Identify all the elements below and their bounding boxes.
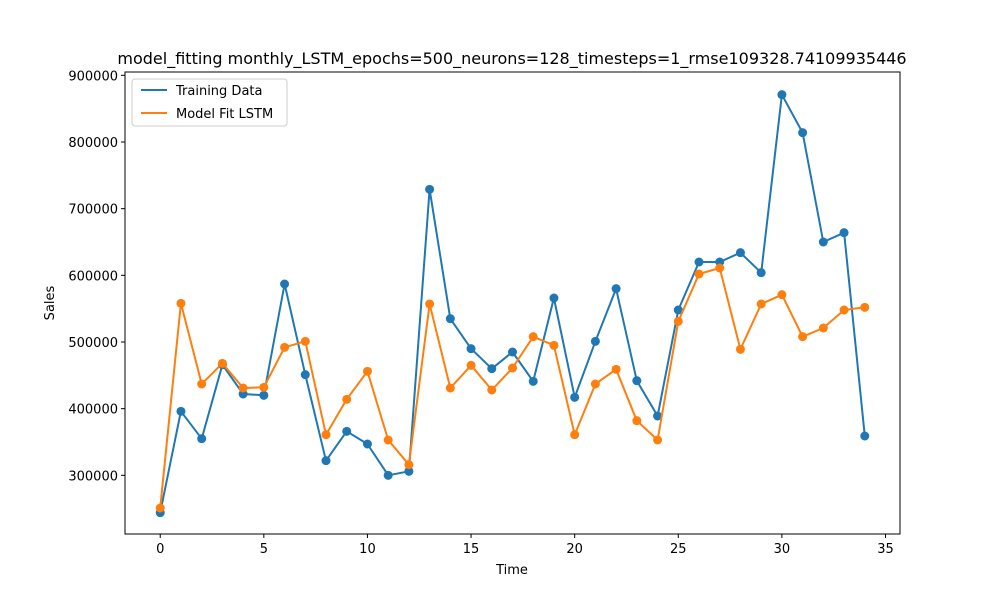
data-point-training-data — [673, 305, 683, 315]
data-point-training-data — [362, 439, 372, 449]
y-tick-label: 900000 — [68, 69, 118, 84]
data-point-training-data — [528, 376, 538, 386]
legend-label-training-data: Training Data — [175, 84, 262, 99]
data-point-model-fit-lstm — [280, 342, 290, 352]
data-point-model-fit-lstm — [487, 385, 497, 395]
series-layer — [155, 90, 870, 518]
data-point-model-fit-lstm — [570, 430, 580, 440]
data-point-model-fit-lstm — [632, 416, 642, 426]
y-tick-label: 600000 — [68, 269, 118, 284]
data-point-training-data — [798, 128, 808, 138]
data-point-model-fit-lstm — [259, 382, 269, 392]
x-tick-label: 10 — [359, 542, 376, 557]
data-point-model-fit-lstm — [197, 379, 207, 389]
data-point-model-fit-lstm — [549, 340, 559, 350]
data-point-model-fit-lstm — [383, 435, 393, 445]
data-point-training-data — [445, 314, 455, 324]
plot-area — [124, 71, 901, 535]
y-tick-label: 800000 — [68, 136, 118, 151]
data-point-training-data — [466, 344, 476, 354]
data-point-model-fit-lstm — [590, 379, 600, 389]
data-point-model-fit-lstm — [445, 383, 455, 393]
data-point-training-data — [300, 370, 310, 380]
data-point-training-data — [611, 284, 621, 294]
data-point-model-fit-lstm — [176, 298, 186, 308]
data-point-model-fit-lstm — [404, 460, 414, 470]
data-point-model-fit-lstm — [735, 344, 745, 354]
x-tick-label: 25 — [670, 542, 687, 557]
ticks-layer: 0 5 10 15 20 25 30 35 300000 400000 500000 600000 70… — [68, 69, 893, 557]
data-point-training-data — [342, 426, 352, 436]
data-point-training-data — [425, 184, 435, 194]
data-point-model-fit-lstm — [300, 336, 310, 346]
data-point-training-data — [694, 257, 704, 267]
x-axis-label: Time — [495, 563, 528, 578]
data-point-training-data — [487, 364, 497, 374]
data-point-model-fit-lstm — [611, 364, 621, 374]
data-point-training-data — [549, 293, 559, 303]
data-point-training-data — [280, 279, 290, 289]
x-tick-label: 15 — [463, 542, 480, 557]
data-point-model-fit-lstm — [425, 299, 435, 309]
data-point-training-data — [383, 470, 393, 480]
x-tick-label: 0 — [156, 542, 164, 557]
data-point-training-data — [756, 268, 766, 278]
data-point-training-data — [508, 347, 517, 357]
data-point-training-data — [839, 228, 849, 238]
y-axis-label: Sales — [43, 285, 58, 320]
data-point-model-fit-lstm — [653, 435, 663, 445]
x-tick-label: 20 — [566, 542, 583, 557]
data-point-training-data — [860, 431, 870, 441]
data-point-training-data — [197, 434, 207, 444]
data-point-training-data — [735, 248, 745, 258]
data-point-model-fit-lstm — [839, 305, 849, 315]
data-point-training-data — [590, 336, 600, 346]
data-point-model-fit-lstm — [694, 269, 704, 279]
legend: Training Data Model Fit LSTM — [131, 78, 288, 127]
data-point-model-fit-lstm — [321, 430, 331, 440]
data-point-model-fit-lstm — [238, 383, 248, 393]
data-point-model-fit-lstm — [818, 323, 828, 333]
data-point-model-fit-lstm — [860, 302, 870, 312]
data-point-model-fit-lstm — [756, 299, 766, 309]
data-point-training-data — [321, 456, 331, 466]
data-point-training-data — [570, 392, 580, 402]
data-point-training-data — [632, 376, 642, 386]
y-tick-label: 400000 — [68, 403, 118, 418]
legend-box — [131, 78, 288, 127]
x-tick-label: 5 — [260, 542, 268, 557]
data-point-training-data — [176, 406, 186, 416]
data-point-model-fit-lstm — [508, 363, 517, 373]
data-point-model-fit-lstm — [217, 358, 227, 368]
data-point-model-fit-lstm — [798, 332, 808, 342]
y-tick-label: 300000 — [68, 469, 118, 484]
y-tick-label: 500000 — [68, 336, 118, 351]
data-point-model-fit-lstm — [528, 332, 538, 342]
x-tick-label: 30 — [774, 542, 791, 557]
data-point-training-data — [653, 411, 663, 421]
data-point-model-fit-lstm — [155, 503, 165, 513]
data-point-model-fit-lstm — [777, 290, 787, 300]
chart-title: model_fitting monthly_LSTM_epochs=500_ne… — [117, 49, 906, 69]
x-tick-label: 35 — [877, 542, 894, 557]
data-point-model-fit-lstm — [362, 366, 372, 376]
data-point-model-fit-lstm — [342, 394, 352, 404]
data-point-training-data — [259, 390, 269, 400]
y-tick-label: 700000 — [68, 203, 118, 218]
data-point-model-fit-lstm — [466, 360, 476, 370]
legend-label-model-fit-lstm: Model Fit LSTM — [176, 107, 273, 122]
data-point-model-fit-lstm — [673, 316, 683, 326]
data-point-training-data — [404, 466, 414, 476]
data-point-training-data — [777, 90, 787, 100]
data-point-model-fit-lstm — [715, 263, 725, 273]
data-point-training-data — [818, 237, 828, 247]
